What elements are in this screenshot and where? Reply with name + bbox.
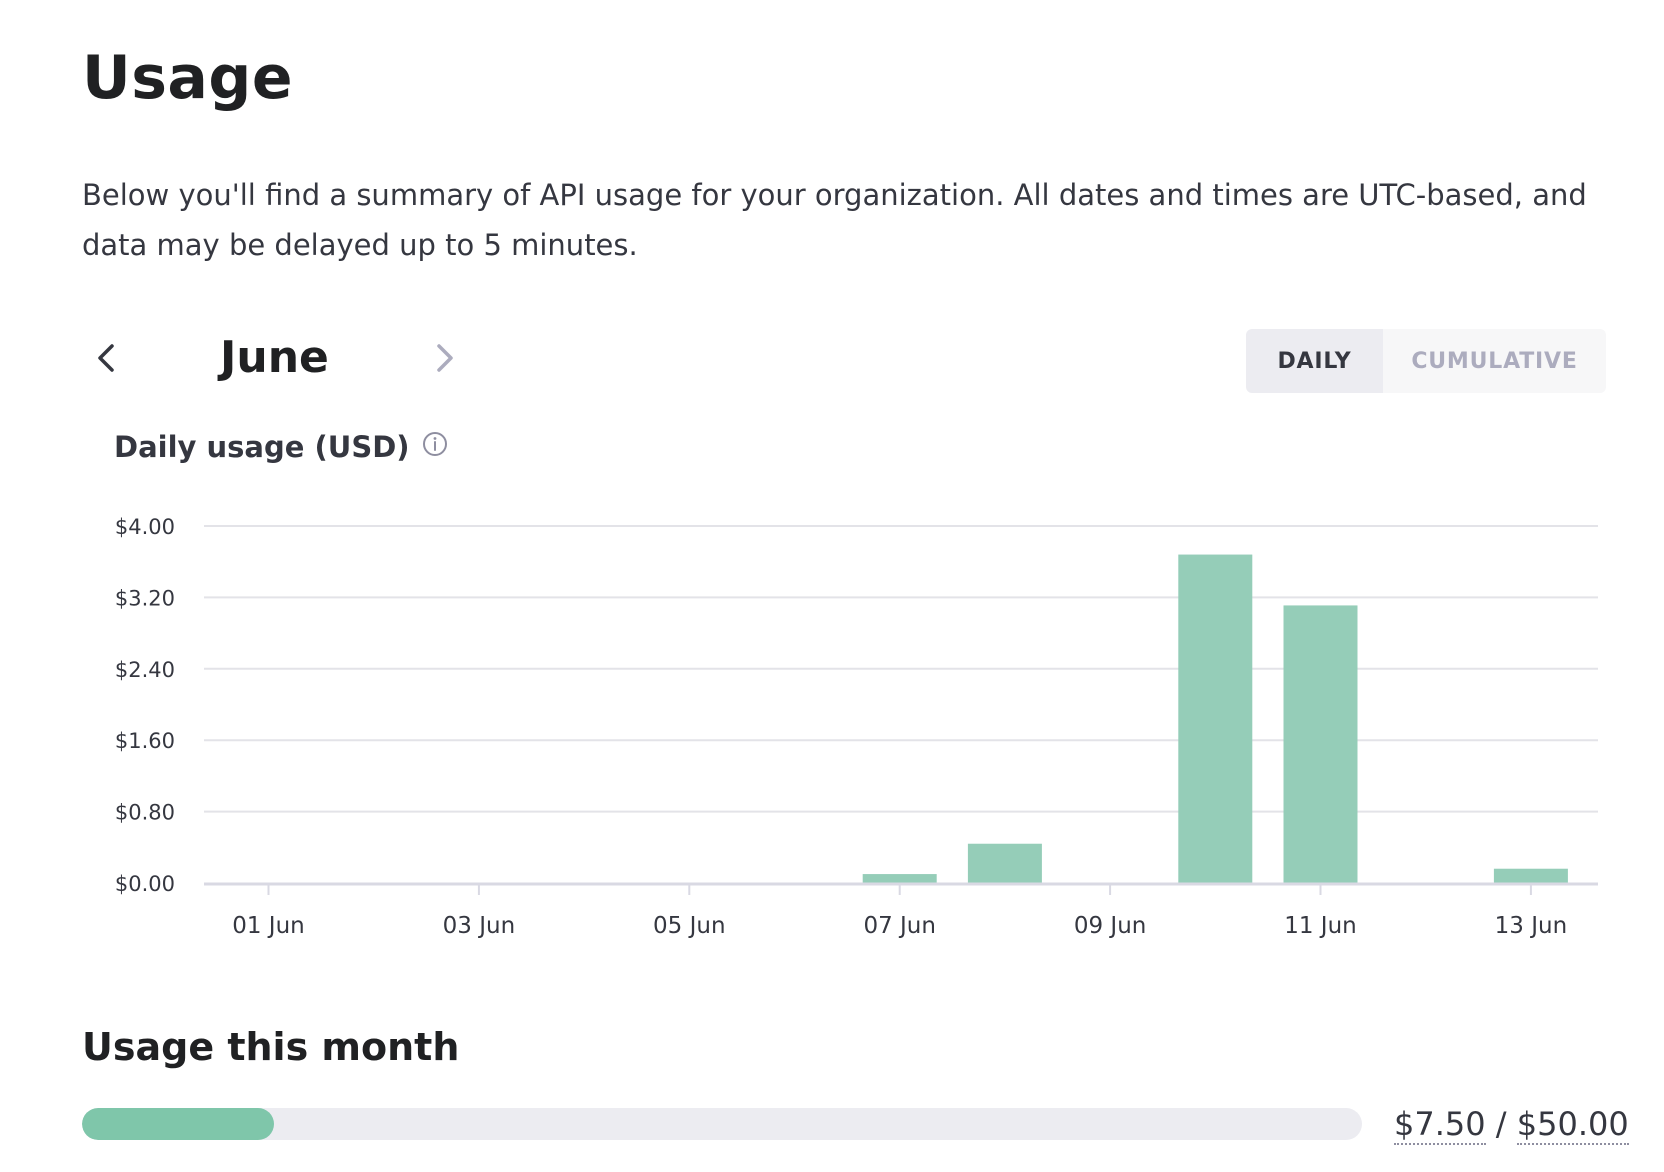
- daily-usage-chart: $0.00 $0.80 $1.60 $2.40 $3.20 $4.00 01 Jun 03 J…: [115, 515, 1598, 939]
- info-icon[interactable]: [422, 431, 448, 457]
- y-tick-label: $0.00: [115, 872, 175, 896]
- page-title: Usage: [82, 43, 294, 113]
- x-tick-label: 05 Jun: [653, 913, 726, 939]
- usage-progress-bar: [82, 1108, 1362, 1140]
- chart-header: Daily usage (USD): [114, 427, 448, 467]
- x-tick-label: 01 Jun: [232, 913, 305, 939]
- usage-progress-fill: [82, 1108, 274, 1140]
- view-toggle: DAILY CUMULATIVE: [1246, 329, 1606, 393]
- bar: [967, 843, 1042, 883]
- usage-limit-value[interactable]: $50.00: [1516, 1105, 1629, 1145]
- y-tick-label: $4.00: [115, 515, 175, 539]
- daily-toggle-button[interactable]: DAILY: [1246, 329, 1383, 393]
- bar: [1178, 554, 1253, 883]
- previous-month-button[interactable]: [86, 336, 126, 380]
- next-month-button[interactable]: [425, 336, 465, 380]
- x-tick-label: 09 Jun: [1074, 913, 1147, 939]
- usage-amount: $7.50 / $50.00: [1394, 1102, 1629, 1146]
- x-tick-label: 03 Jun: [443, 913, 516, 939]
- y-tick-label: $0.80: [115, 801, 175, 825]
- chevron-left-icon: [98, 344, 114, 372]
- bar: [1283, 605, 1358, 883]
- y-tick-label: $2.40: [115, 658, 175, 682]
- bar: [862, 874, 937, 883]
- x-tick-label: 13 Jun: [1495, 913, 1568, 939]
- intro-text: Below you'll find a summary of API usage…: [82, 178, 1587, 262]
- current-month-label: June: [220, 332, 329, 383]
- y-tick-label: $1.60: [115, 729, 175, 753]
- bar: [1493, 868, 1568, 883]
- usage-separator: /: [1495, 1105, 1507, 1143]
- usage-this-month-title: Usage this month: [82, 1025, 460, 1069]
- chevron-right-icon: [437, 344, 453, 372]
- y-tick-label: $3.20: [115, 586, 175, 610]
- cumulative-toggle-button[interactable]: CUMULATIVE: [1411, 348, 1578, 374]
- x-tick-label: 11 Jun: [1284, 913, 1357, 939]
- x-tick-label: 07 Jun: [863, 913, 936, 939]
- usage-used-value[interactable]: $7.50: [1394, 1105, 1486, 1145]
- chart-title: Daily usage (USD): [114, 430, 410, 464]
- month-navigator: June: [82, 322, 482, 398]
